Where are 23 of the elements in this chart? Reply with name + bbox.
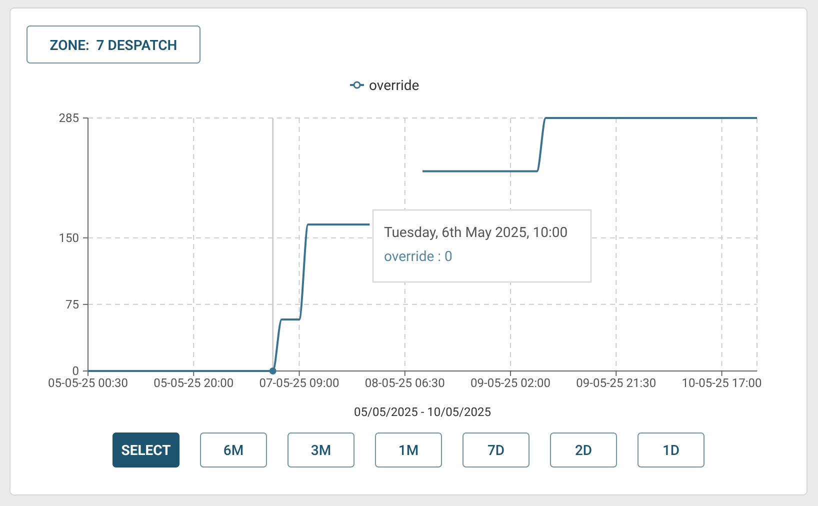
text: 6M bbox=[223, 443, 244, 459]
x-axis-title: 05/05/2025 - 10/05/2025 bbox=[354, 405, 492, 419]
text: 7D bbox=[487, 443, 505, 459]
y-tick-label: 75 bbox=[66, 297, 80, 312]
annotation: Tuesday, 6th May 2025, 10:00 bbox=[384, 225, 568, 241]
y-tick-label: 0 bbox=[72, 364, 80, 378]
x-tick-label: 05-05-25 20:00 bbox=[154, 376, 234, 390]
text: 1D bbox=[662, 443, 680, 459]
text: SELECT bbox=[121, 443, 172, 459]
legend-label: override bbox=[369, 78, 420, 94]
chart-title: ZONE: 7 DESPATCH bbox=[50, 38, 178, 54]
annotation: override : 0 bbox=[384, 249, 453, 265]
x-tick-label: 09-05-25 02:00 bbox=[470, 376, 551, 390]
text: 1M bbox=[398, 443, 419, 459]
x-tick-label: 08-05-25 06:30 bbox=[364, 376, 446, 390]
text: 3M bbox=[310, 443, 332, 459]
x-tick-label: 09-05-25 21:30 bbox=[576, 376, 656, 390]
x-tick-label: 07-05-25 09:00 bbox=[259, 376, 340, 390]
y-tick-label: 150 bbox=[58, 230, 80, 245]
text: 2D bbox=[574, 443, 592, 459]
x-tick-label: 05-05-25 00:30 bbox=[48, 376, 128, 390]
y-tick-label: 285 bbox=[58, 111, 80, 125]
x-tick-label: 10-05-25 17:00 bbox=[682, 376, 762, 390]
